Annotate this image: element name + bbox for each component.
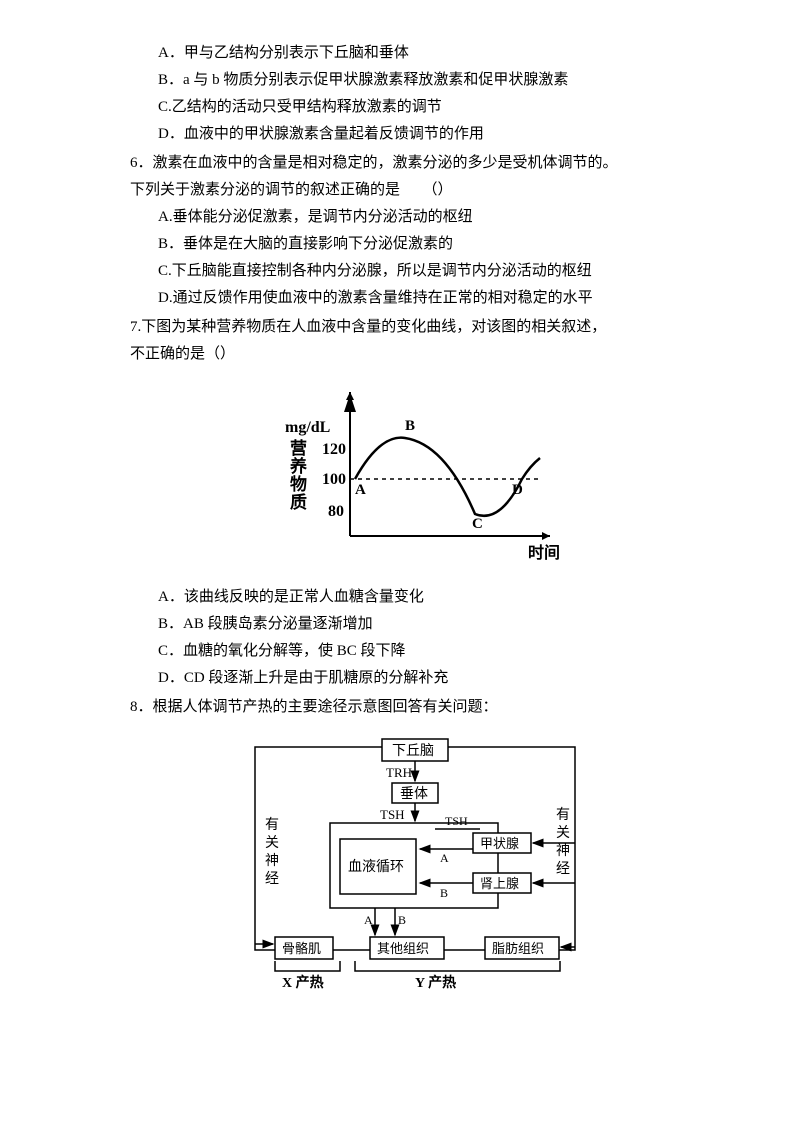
q6-option-c: C.下丘脑能直接控制各种内分泌腺，所以是调节内分泌活动的枢纽 xyxy=(130,258,700,285)
chart-point-b: B xyxy=(405,418,415,434)
label-trh: TRH xyxy=(386,765,412,780)
nerve-l4: 经 xyxy=(265,871,279,887)
chart-ylabel-unit: mg/dL xyxy=(285,419,330,436)
label-b1: B xyxy=(440,886,448,900)
q6-text-line2: 下列关于激素分泌的调节的叙述正确的是 （） xyxy=(130,177,700,204)
q7-chart: mg/dL 营 养 物 质 120 100 80 A B C D 时间 xyxy=(130,376,700,576)
q7-text-line1: 7.下图为某种营养物质在人血液中含量的变化曲线，对该图的相关叙述， xyxy=(130,314,700,341)
chart-ylabel-v1: 营 xyxy=(290,438,307,458)
q6-text-line1: 6．激素在血液中的含量是相对稳定的，激素分泌的多少是受机体调节的。 xyxy=(130,150,700,177)
label-b2: B xyxy=(398,913,406,927)
label-yheat: Y 产热 xyxy=(415,974,456,991)
nerve-r3: 神 xyxy=(556,843,570,859)
label-xheat: X 产热 xyxy=(282,974,324,991)
q7-option-d: D．CD 段逐渐上升是由于肌糖原的分解补充 xyxy=(130,665,700,692)
nerve-r4: 经 xyxy=(556,861,570,877)
label-a1: A xyxy=(440,851,449,865)
label-a2: A xyxy=(364,913,373,927)
chart-ytick-80: 80 xyxy=(328,503,344,520)
q7-option-c: C．血糖的氧化分解等，使 BC 段下降 xyxy=(130,638,700,665)
q6-option-b: B．垂体是在大脑的直接影响下分泌促激素的 xyxy=(130,231,700,258)
chart-ytick-120: 120 xyxy=(322,441,346,458)
q6-option-a: A.垂体能分泌促激素，是调节内分泌活动的枢纽 xyxy=(130,204,700,231)
chart-point-c: C xyxy=(472,516,483,532)
nerve-l1: 有 xyxy=(265,817,279,833)
q7-option-a: A．该曲线反映的是正常人血糖含量变化 xyxy=(130,584,700,611)
nerve-l2: 关 xyxy=(265,835,279,851)
nerve-l3: 神 xyxy=(265,853,279,869)
box-hypothalamus: 下丘脑 xyxy=(392,743,434,759)
nerve-r1: 有 xyxy=(556,807,570,823)
box-pituitary: 垂体 xyxy=(400,786,428,802)
box-fat: 脂肪组织 xyxy=(492,941,544,956)
q8-diagram: 下丘脑 TRH 垂体 TSH 血液循环 TSH 甲状腺 A 肾上腺 B xyxy=(220,729,610,1004)
chart-ylabel-v4: 质 xyxy=(290,493,307,512)
chart-ylabel-v3: 物 xyxy=(290,474,307,494)
q6-option-d: D.通过反馈作用使血液中的激素含量维持在正常的相对稳定的水平 xyxy=(130,285,700,312)
chart-point-a: A xyxy=(355,482,366,498)
chart-ylabel-v2: 养 xyxy=(289,456,308,476)
q5-option-a: A．甲与乙结构分别表示下丘脑和垂体 xyxy=(130,40,700,67)
box-other: 其他组织 xyxy=(377,941,429,956)
label-tsh2: TSH xyxy=(445,814,468,828)
chart-point-d: D xyxy=(512,482,523,498)
nerve-r2: 关 xyxy=(556,825,570,841)
box-thyroid: 甲状腺 xyxy=(480,836,519,851)
label-tsh1: TSH xyxy=(380,807,405,822)
box-adrenal: 肾上腺 xyxy=(480,876,519,891)
chart-xlabel: 时间 xyxy=(528,543,560,562)
box-skeletal: 骨骼肌 xyxy=(282,941,321,956)
q7-text-line2: 不正确的是（） xyxy=(130,341,700,368)
box-blood: 血液循环 xyxy=(348,859,404,875)
q5-option-b: B．a 与 b 物质分别表示促甲状腺激素释放激素和促甲状腺激素 xyxy=(130,67,700,94)
chart-ytick-100: 100 xyxy=(322,471,346,488)
q8-text: 8．根据人体调节产热的主要途径示意图回答有关问题： xyxy=(130,694,700,721)
q5-option-d: D．血液中的甲状腺激素含量起着反馈调节的作用 xyxy=(130,121,700,148)
q5-option-c: C.乙结构的活动只受甲结构释放激素的调节 xyxy=(130,94,700,121)
q7-option-b: B．AB 段胰岛素分泌量逐渐增加 xyxy=(130,611,700,638)
